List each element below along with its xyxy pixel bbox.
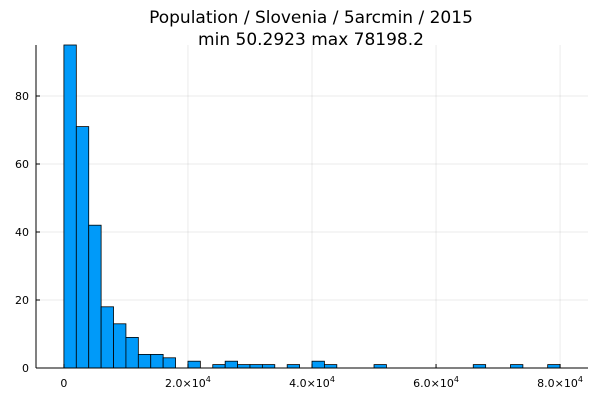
histogram-bar — [311, 360, 325, 369]
y-tick-label: 60 — [15, 158, 29, 171]
histogram-bar — [261, 364, 276, 369]
histogram-bar — [249, 364, 263, 369]
y-tick-label: 20 — [15, 294, 29, 307]
y-tick-label: 40 — [15, 226, 29, 239]
histogram-bar — [212, 364, 226, 369]
histogram-bar — [63, 44, 77, 369]
histogram-bar — [510, 364, 524, 369]
y-tick-label: 0 — [22, 362, 29, 375]
x-tick-labels: 0 2.0×104 4.0×104 6.0×104 8.0×104 — [60, 375, 583, 390]
histogram-bar — [125, 336, 139, 369]
histogram-bar — [547, 364, 561, 369]
chart-subtitle: min 50.2923 max 78198.2 — [198, 30, 424, 50]
histogram-bar — [187, 360, 201, 369]
y-tick-label: 80 — [15, 90, 29, 103]
histogram-bar — [224, 360, 238, 369]
x-tick-label: 4.0×104 — [289, 375, 335, 390]
histogram-bar — [373, 364, 387, 369]
histogram-bar — [324, 364, 338, 369]
x-tick-label: 6.0×104 — [413, 375, 459, 390]
histogram-bar — [286, 364, 300, 369]
histogram-bar — [100, 306, 114, 369]
histogram-bar — [162, 357, 176, 369]
y-tick-labels: 0 20 40 60 80 — [15, 90, 29, 375]
grid-layer — [36, 45, 588, 369]
x-tick-label: 2.0×104 — [165, 375, 211, 390]
histogram-bar — [150, 353, 164, 369]
histogram-bar — [137, 353, 152, 369]
x-tick-label: 8.0×104 — [537, 375, 583, 390]
histogram-bar — [237, 364, 251, 369]
axes-layer — [35, 45, 588, 369]
histogram-bar — [472, 364, 487, 369]
histogram-bar — [113, 323, 127, 369]
bars-layer — [63, 44, 561, 369]
chart-title: Population / Slovenia / 5arcmin / 2015 — [149, 8, 473, 28]
x-tick-label: 0 — [60, 377, 67, 390]
histogram-bar — [88, 224, 102, 369]
histogram-bar — [75, 126, 90, 369]
